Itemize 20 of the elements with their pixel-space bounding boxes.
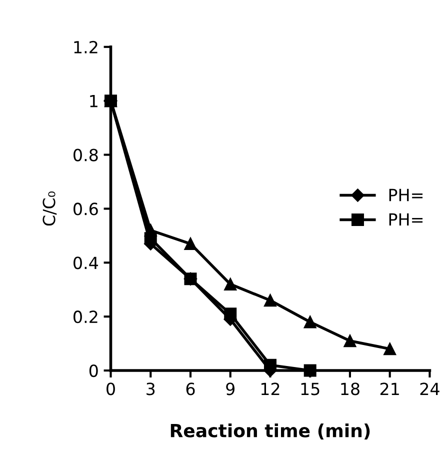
y-tick-label: 0 bbox=[89, 364, 98, 378]
x-axis-title: Reaction time (min) bbox=[170, 423, 370, 440]
y-tick-label: 0.4 bbox=[74, 256, 98, 270]
legend-label: PH= bbox=[389, 213, 423, 226]
x-tick-label: 6 bbox=[186, 382, 195, 396]
x-tick-label: 0 bbox=[106, 382, 115, 396]
y-axis-title: C/C₀ bbox=[42, 191, 57, 226]
y-tick-label: 0.6 bbox=[74, 202, 98, 216]
y-tick-label: 1 bbox=[90, 95, 98, 108]
y-tick-label: 1.2 bbox=[74, 40, 98, 54]
x-tick-label: 15 bbox=[301, 382, 320, 396]
legend-label: PH= bbox=[389, 188, 423, 202]
y-tick-label: 0.2 bbox=[74, 310, 98, 324]
x-tick-label: 9 bbox=[226, 382, 234, 396]
y-tick-label: 0.8 bbox=[74, 148, 98, 162]
x-tick-label: 3 bbox=[146, 382, 155, 396]
x-tick-label: 21 bbox=[380, 382, 399, 395]
x-tick-label: 18 bbox=[341, 382, 360, 396]
x-tick-label: 12 bbox=[261, 382, 280, 395]
x-tick-label: 24 bbox=[420, 382, 440, 395]
